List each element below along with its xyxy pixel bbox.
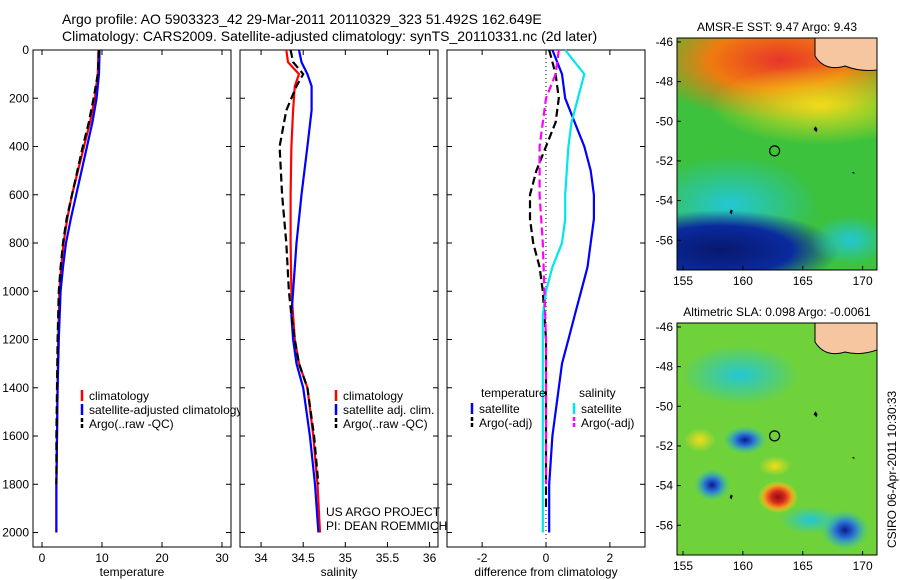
amsr-sst-ytick-label: -46	[656, 35, 674, 49]
amsr-sst-ytick-label: -48	[656, 75, 674, 89]
map-amsr-sst: AMSR-E SST: 9.47 Argo: 9.43 155 160 165 170 -…	[656, 20, 878, 288]
depth-tick-label: 1000	[2, 284, 29, 298]
difference-xtick-label: 2	[607, 551, 614, 565]
amsr-sst-ytick-label: -56	[656, 233, 674, 247]
difference-xtick-label: -2	[477, 551, 488, 565]
amsr-sst-xtick-label: 160	[733, 274, 753, 288]
temperature-series-argo-raw-qc-	[55, 49, 101, 485]
altimetric-sla-xtick-label: 165	[793, 559, 813, 573]
depth-tick-label: 800	[9, 236, 29, 250]
depth-tick-label: 600	[9, 188, 29, 202]
map-altimetric-sla: Altimetric SLA: 0.098 Argo: -0.0061 155 16…	[656, 305, 878, 573]
salinity-xtick-label: 34.5	[292, 551, 316, 565]
chart-title-line1: Argo profile: AO 5903323_42 29-Mar-2011 …	[62, 11, 542, 27]
credit-line1: US ARGO PROJECT	[326, 505, 441, 519]
sst-field	[677, 38, 877, 270]
amsr-sst-xtick-label: 155	[673, 274, 693, 288]
temperature-xlabel: temperature	[100, 565, 165, 579]
altimetric-sla-xtick-label: 160	[733, 559, 753, 573]
difference-series-satellite	[541, 49, 586, 533]
difference-legend-label: Argo(-adj)	[479, 416, 532, 430]
amsr-sst-xtick-label: 170	[853, 274, 873, 288]
amsr-sst-frame	[676, 37, 878, 271]
salinity-legend-label: Argo(..raw -QC)	[343, 417, 428, 431]
depth-tick-label: 400	[9, 140, 29, 154]
altimetric-sla-xtick-label: 170	[853, 559, 873, 573]
altimetric-sla-ytick-label: -46	[656, 320, 674, 334]
depth-tick-label: 1400	[2, 381, 29, 395]
altimetric-sla-xtick-label: 155	[673, 559, 693, 573]
altimetric-sla-ytick-label: -52	[656, 439, 674, 453]
depth-tick-label: 1600	[2, 429, 29, 443]
credit-line2: PI: DEAN ROEMMICH	[326, 519, 448, 533]
amsr-sst-title: AMSR-E SST: 9.47 Argo: 9.43	[697, 20, 857, 34]
amsr-sst-ytick-label: -54	[656, 194, 674, 208]
amsr-sst-ytick-label: -50	[656, 114, 674, 128]
altimetric-sla-island	[851, 456, 855, 459]
altimetric-sla-title: Altimetric SLA: 0.098 Argo: -0.0061	[683, 305, 871, 319]
temperature-xtick-label: 10	[95, 551, 109, 565]
temperature-legend-label: satellite-adjusted climatology	[89, 403, 242, 417]
temperature-xtick-label: 0	[39, 551, 46, 565]
salinity-legend-label: climatology	[343, 389, 403, 403]
temperature-xtick-label: 30	[215, 551, 229, 565]
depth-tick-label: 2000	[2, 526, 29, 540]
salinity-xlabel: salinity	[321, 565, 358, 579]
temperature-legend-label: climatology	[89, 389, 149, 403]
altimetric-sla-ytick-label: -54	[656, 479, 674, 493]
salinity-xtick-label: 36	[423, 551, 437, 565]
amsr-sst-argo-marker	[768, 145, 781, 157]
depth-tick-label: 1200	[2, 333, 29, 347]
amsr-sst-xtick-label: 165	[793, 274, 813, 288]
altimetric-sla-island	[813, 411, 818, 418]
altimetric-sla-ytick-label: -50	[656, 399, 674, 413]
difference-legend-label: satellite	[581, 402, 622, 416]
amsr-sst-ytick-label: -52	[656, 154, 674, 168]
difference-series-argo-adj-	[538, 49, 560, 485]
depth-tick-label: 0	[22, 43, 29, 57]
legend-title-salinity: salinity	[579, 386, 616, 400]
depth-tick-label: 200	[9, 91, 29, 105]
salinity-xtick-label: 35	[339, 551, 353, 565]
panel-temperature: 0 10 20 30 0 200 400 600 800 1000 1200 1400 1600 1800…	[2, 43, 242, 579]
salinity-series-satellite-adj-clim-	[290, 49, 320, 533]
chart-title-line2: Climatology: CARS2009. Satellite-adjuste…	[62, 28, 598, 44]
difference-legend-label: Argo(-adj)	[581, 416, 634, 430]
salinity-axes-box	[239, 49, 439, 548]
salinity-series-argo-raw-qc-	[278, 49, 320, 485]
legend-title-temperature: temperature	[481, 386, 546, 400]
altimetric-sla-ytick-label: -48	[656, 360, 674, 374]
salinity-xtick-label: 35.5	[376, 551, 400, 565]
difference-legend-label: satellite	[479, 402, 520, 416]
difference-xlabel: difference from climatology	[474, 565, 617, 579]
depth-tick-label: 1800	[2, 477, 29, 491]
altimetric-sla-argo-marker	[768, 430, 781, 442]
side-timestamp: CSIRO 06-Apr-2011 10:30:33	[885, 390, 899, 548]
difference-xtick-label: 0	[543, 551, 550, 565]
temperature-axes-box	[32, 49, 232, 548]
amsr-sst-island	[851, 171, 855, 174]
altimetric-sla-ytick-label: -56	[656, 518, 674, 532]
amsr-sst-island	[813, 126, 818, 133]
panel-salinity: 34 34.5 35 35.5 36 salinity climatologysatelli…	[239, 49, 439, 579]
temperature-legend-label: Argo(..raw -QC)	[89, 417, 174, 431]
difference-series-satellite	[548, 49, 596, 533]
amsr-sst-island	[729, 209, 733, 215]
altimetric-sla-island	[729, 494, 733, 500]
sla-field	[677, 323, 877, 555]
difference-series-argo-adj-	[528, 49, 560, 509]
temperature-xtick-label: 20	[155, 551, 169, 565]
altimetric-sla-frame	[676, 322, 878, 556]
salinity-xtick-label: 34	[254, 551, 268, 565]
salinity-legend-label: satellite adj. clim.	[343, 403, 434, 417]
